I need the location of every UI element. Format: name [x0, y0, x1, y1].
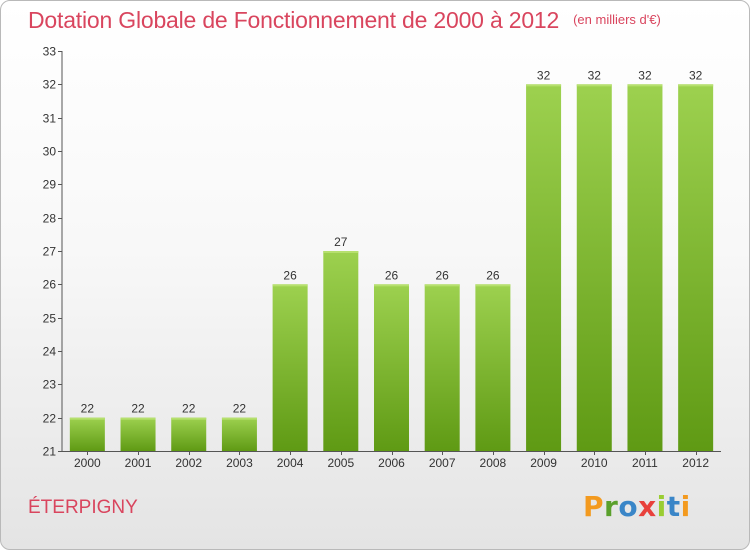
bar-top-highlight [475, 284, 511, 287]
bar-top-highlight [374, 284, 409, 287]
x-tick-label: 2005 [327, 456, 354, 470]
bar-top-highlight [171, 417, 207, 420]
x-tick-label: 2002 [175, 456, 202, 470]
x-tick-label: 2000 [74, 456, 101, 470]
bar-value-label: 22 [81, 402, 95, 416]
x-axis: 2000 2001 2002 2003 2004 2005 2006 2007 2008 2009… [62, 451, 721, 470]
y-tick-label: 21 [43, 445, 57, 459]
bar-value-label: 22 [131, 402, 145, 416]
bar-2002 [171, 417, 207, 451]
bar-top-highlight [272, 284, 308, 287]
y-tick-label: 31 [43, 112, 57, 126]
bar-2010 [576, 84, 612, 451]
bar-top-highlight [323, 251, 359, 253]
bar-value-label: 32 [689, 68, 703, 82]
bar-2006 [374, 284, 409, 451]
x-tick-label: 2007 [429, 456, 456, 470]
bar-top-highlight [424, 284, 460, 287]
y-tick-label: 24 [43, 345, 57, 359]
y-tick-label: 32 [43, 78, 57, 92]
x-tick-label: 2009 [530, 456, 557, 470]
x-tick-label: 2001 [125, 456, 152, 470]
y-axis: 21 22 23 24 25 26 27 28 29 30 31 32 33 [43, 45, 63, 459]
x-tick-label: 2003 [226, 456, 253, 470]
bar-top-highlight [69, 417, 105, 420]
bar-2004 [272, 284, 308, 451]
x-tick-label: 2006 [378, 456, 405, 470]
y-tick-label: 28 [43, 212, 57, 226]
chart-title: Dotation Globale de Fonctionnement de 20… [28, 7, 661, 34]
bar-value-label: 32 [537, 68, 551, 82]
bar-top-highlight [678, 84, 714, 87]
chart-title-main: Dotation Globale de Fonctionnement de 20… [28, 7, 560, 33]
bar-value-label: 32 [638, 68, 652, 82]
bar-value-label: 26 [436, 268, 450, 282]
x-tick-label: 2012 [682, 456, 709, 470]
y-tick-label: 25 [43, 312, 57, 326]
bar-2007 [424, 284, 460, 451]
logo-letter: x [638, 490, 657, 523]
y-tick-label: 26 [43, 278, 57, 292]
bar-value-label: 26 [385, 268, 399, 282]
y-tick-label: 30 [43, 145, 57, 159]
bar-2001 [120, 417, 156, 451]
bar-top-highlight [120, 417, 156, 420]
bar-value-label: 26 [283, 268, 297, 282]
bar-value-label: 32 [588, 68, 602, 82]
bar-value-label: 27 [334, 235, 348, 249]
bar-top-highlight [526, 84, 562, 87]
x-tick-label: 2011 [632, 456, 658, 470]
bar-value-label: 22 [233, 402, 247, 416]
x-tick-label: 2008 [480, 456, 507, 470]
bar-2009 [526, 84, 562, 451]
y-tick-label: 22 [43, 412, 57, 426]
bar-2000 [69, 417, 105, 451]
commune-name: ÉTERPIGNY [28, 497, 138, 518]
logo-letter: o [618, 490, 639, 523]
logo-letter: P [583, 490, 605, 523]
bar-2008 [475, 284, 511, 451]
logo-letter: t [666, 490, 681, 523]
bar-top-highlight [627, 84, 663, 87]
y-tick-label: 27 [43, 245, 57, 259]
bar-value-label: 26 [486, 268, 500, 282]
bars [69, 84, 714, 451]
bar-2011 [627, 84, 663, 451]
x-tick-label: 2010 [581, 456, 608, 470]
proxiti-logo[interactable]: Proxiti [583, 490, 691, 523]
bar-value-label: 22 [182, 402, 196, 416]
logo-letter: i [656, 490, 667, 523]
y-tick-label: 33 [43, 45, 57, 59]
x-tick-label: 2004 [277, 456, 304, 470]
bar-top-highlight [576, 84, 612, 87]
logo-letter: r [604, 490, 619, 523]
chart-unit-label: (en milliers d'€) [573, 12, 661, 27]
y-tick-label: 29 [43, 178, 57, 192]
bar-top-highlight [221, 417, 257, 420]
bar-2005 [323, 251, 359, 451]
bar-labels: 22 22 22 22 26 27 26 26 26 32 32 32 32 [81, 68, 703, 415]
bar-2012 [678, 84, 714, 451]
logo-letter: i [680, 490, 691, 523]
y-tick-label: 23 [43, 378, 57, 392]
bar-2003 [221, 417, 257, 451]
